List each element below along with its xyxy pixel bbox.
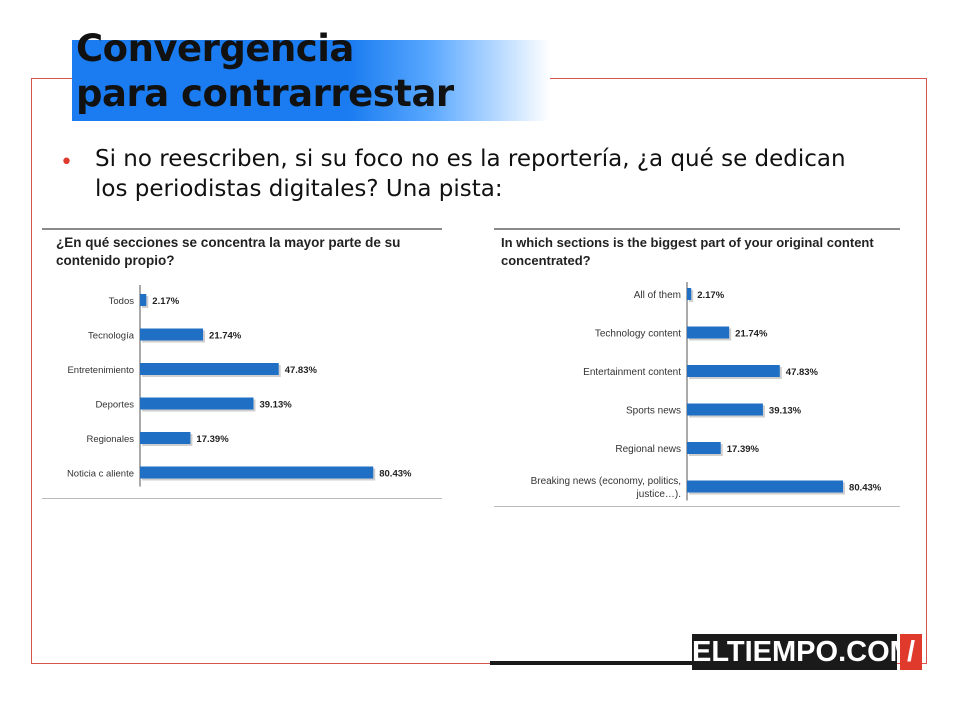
value-label: 21.74% <box>735 329 768 340</box>
chart-bottom-rule <box>494 506 900 507</box>
chart-top-rule <box>494 228 900 230</box>
logo-text: ELTIEMPO.COM <box>692 634 914 670</box>
footer-line <box>490 661 695 665</box>
title-highlight-bar <box>72 40 550 121</box>
category-label: Breaking news (economy, politics, <box>531 476 681 487</box>
bar-0 <box>687 288 692 300</box>
bar-4 <box>140 432 191 444</box>
slide-title-line1: Convergencia <box>76 27 354 70</box>
bar-5 <box>140 466 374 479</box>
value-label: 80.43% <box>849 483 882 494</box>
bullet-dot-icon: • <box>60 150 73 175</box>
category-label: Technology content <box>595 329 681 340</box>
chart-english-plot: All of them 2.17% Technology content 21.74%… <box>531 282 882 501</box>
value-label: 2.17% <box>152 296 179 307</box>
category-label: Noticia c aliente <box>67 469 134 480</box>
value-label: 39.13% <box>259 400 292 411</box>
bullet-text: Si no reescriben, si su foco no es la re… <box>95 146 846 202</box>
category-label: Entretenimiento <box>67 365 134 376</box>
logo-slash: / <box>900 634 922 670</box>
value-label: 47.83% <box>285 365 318 376</box>
category-label: justice…). <box>636 489 681 500</box>
category-label: All of them <box>634 290 681 301</box>
bar-1 <box>140 328 204 341</box>
category-label: Tecnología <box>88 331 135 342</box>
chart-title: In which sections is the biggest part of… <box>501 235 874 268</box>
slide-title-line2: para contrarrestar <box>76 72 454 115</box>
value-label: 2.17% <box>697 290 724 301</box>
category-label: Sports news <box>626 406 681 417</box>
chart-spanish-plot: Todos 2.17% Tecnología 21.74% Entretenimient… <box>67 285 412 487</box>
value-label: 47.83% <box>786 367 819 378</box>
bar-4 <box>687 442 721 454</box>
chart-spanish: ¿En qué secciones se concentra la mayor … <box>42 228 442 500</box>
chart-top-rule <box>42 228 442 230</box>
value-label: 17.39% <box>727 444 760 455</box>
category-label: Entertainment content <box>583 367 681 378</box>
bar-3 <box>140 397 254 410</box>
chart-bottom-rule <box>42 498 442 499</box>
chart-english: In which sections is the biggest part of… <box>494 228 900 510</box>
value-label: 21.74% <box>209 331 242 342</box>
slide-title: Convergencia para contrarrestar <box>76 26 454 116</box>
bar-2 <box>140 363 279 375</box>
value-label: 39.13% <box>769 406 802 417</box>
bar-3 <box>687 403 763 416</box>
category-label: Todos <box>109 296 135 307</box>
value-label: 17.39% <box>196 434 229 445</box>
category-label: Regional news <box>615 444 681 455</box>
eltiempo-logo: ELTIEMPO.COM / <box>692 634 924 670</box>
bar-1 <box>687 326 730 339</box>
bar-5 <box>687 480 844 493</box>
category-label: Deportes <box>95 400 134 411</box>
bar-0 <box>140 294 147 306</box>
bar-2 <box>687 365 780 377</box>
category-label: Regionales <box>86 434 134 445</box>
chart-title: ¿En qué secciones se concentra la mayor … <box>56 235 401 268</box>
value-label: 80.43% <box>379 469 412 480</box>
